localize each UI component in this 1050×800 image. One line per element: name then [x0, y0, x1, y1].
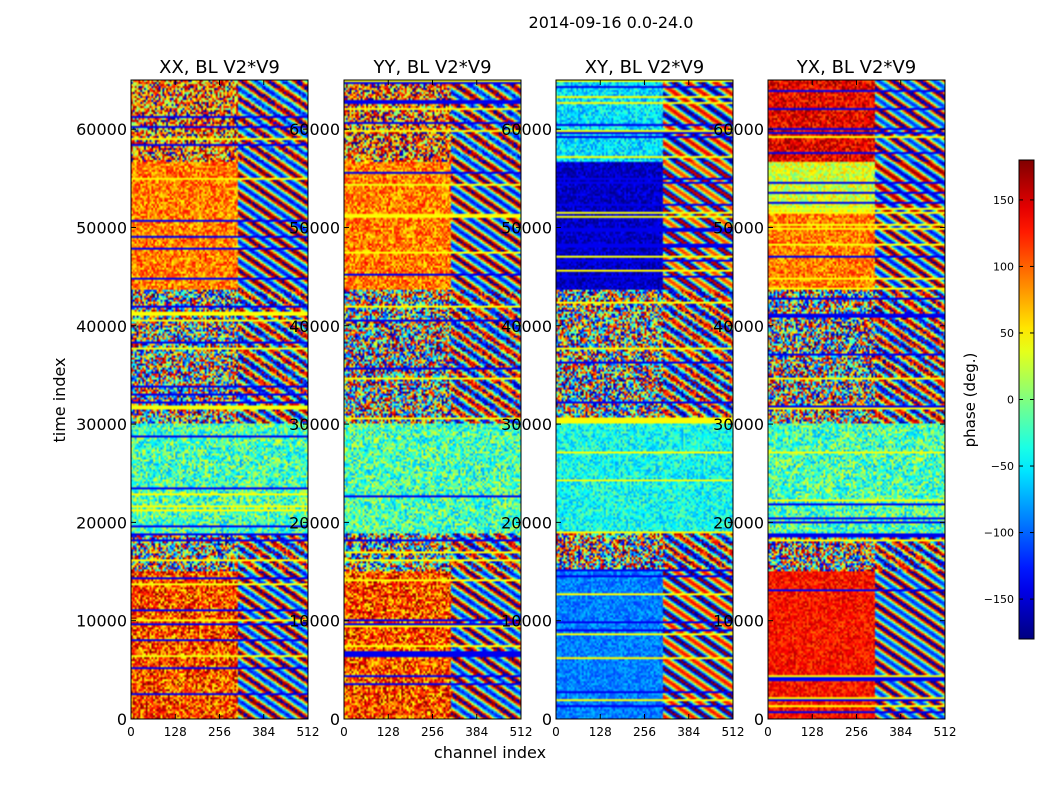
- y-tick-label: 60000: [76, 120, 127, 139]
- figure-suptitle: 2014-09-16 0.0-24.0: [529, 13, 694, 32]
- y-tick-label: 40000: [76, 317, 127, 336]
- y-tick-label: 40000: [501, 317, 552, 336]
- colorbar-tick-label: 150: [993, 194, 1014, 207]
- y-tick-label: 10000: [713, 612, 764, 631]
- y-tick-label: 0: [542, 710, 552, 729]
- x-tick-label: 256: [208, 725, 231, 739]
- colorbar-tick-label: 100: [993, 260, 1014, 273]
- y-tick-label: 50000: [713, 218, 764, 237]
- panel-4: YX, BL V2*V9 0 10000 20000 30000 40000 50000 60…: [713, 57, 956, 739]
- x-tick-label: 0: [127, 725, 135, 739]
- y-tick-label: 20000: [713, 513, 764, 532]
- panel-title: YY, BL V2*V9: [372, 57, 491, 78]
- y-tick-label: 30000: [501, 415, 552, 434]
- y-tick-label: 20000: [501, 513, 552, 532]
- panel-title: XX, BL V2*V9: [159, 57, 280, 78]
- y-tick-label: 0: [754, 710, 764, 729]
- panel-title: YX, BL V2*V9: [796, 57, 916, 78]
- x-tick-label: 128: [589, 725, 612, 739]
- x-tick-label: 512: [722, 725, 745, 739]
- y-tick-label: 50000: [289, 218, 340, 237]
- x-tick-label: 384: [465, 725, 488, 739]
- y-tick-label: 20000: [289, 513, 340, 532]
- x-tick-label: 128: [377, 725, 400, 739]
- y-tick-label: 30000: [76, 415, 127, 434]
- y-tick-label: 0: [117, 710, 127, 729]
- y-tick-label: 10000: [289, 612, 340, 631]
- y-tick-label: 60000: [501, 120, 552, 139]
- y-tick-label: 30000: [713, 415, 764, 434]
- x-tick-label: 512: [934, 725, 957, 739]
- x-tick-label: 512: [510, 725, 533, 739]
- x-tick-label: 256: [845, 725, 868, 739]
- x-axis-label: channel index: [434, 743, 546, 762]
- x-tick-label: 0: [764, 725, 772, 739]
- y-tick-label: 60000: [289, 120, 340, 139]
- colorbar-tick-label: 50: [1000, 327, 1014, 340]
- y-tick-label: 10000: [76, 612, 127, 631]
- y-tick-label: 50000: [501, 218, 552, 237]
- x-tick-label: 384: [889, 725, 912, 739]
- y-tick-label: 50000: [76, 218, 127, 237]
- y-tick-label: 10000: [501, 612, 552, 631]
- panel-2: YY, BL V2*V9 0 10000 20000 30000 40000 50000 60…: [289, 57, 532, 739]
- panel-1: XX, BL V2*V9 0 10000 20000 30000 40000 50000 60…: [76, 57, 319, 739]
- x-tick-label: 384: [252, 725, 275, 739]
- colorbar-tick-label: −100: [984, 527, 1014, 540]
- y-axis-label: time index: [50, 357, 69, 442]
- colorbar: 150 100 50 0 −50 −100 −150: [984, 159, 1035, 640]
- heatmap-image: [556, 80, 733, 719]
- heatmap-image: [131, 80, 308, 719]
- colorbar-tick-label: 0: [1007, 394, 1014, 407]
- colorbar-tick-label: −150: [984, 593, 1014, 606]
- x-tick-label: 256: [421, 725, 444, 739]
- x-tick-label: 256: [633, 725, 656, 739]
- panel-3: XY, BL V2*V9 0 10000 20000 30000 40000 50000 60…: [501, 57, 744, 739]
- heatmap-image: [768, 80, 945, 719]
- x-tick-label: 128: [164, 725, 187, 739]
- colorbar-label: phase (deg.): [961, 353, 979, 448]
- x-tick-label: 0: [552, 725, 560, 739]
- panel-title: XY, BL V2*V9: [585, 57, 704, 78]
- y-tick-label: 40000: [289, 317, 340, 336]
- y-tick-label: 20000: [76, 513, 127, 532]
- y-tick-label: 0: [330, 710, 340, 729]
- y-tick-label: 30000: [289, 415, 340, 434]
- x-tick-label: 512: [297, 725, 320, 739]
- x-tick-label: 0: [340, 725, 348, 739]
- colorbar-tick-label: −50: [991, 460, 1014, 473]
- heatmap-image: [344, 80, 521, 719]
- x-tick-label: 128: [801, 725, 824, 739]
- x-tick-label: 384: [677, 725, 700, 739]
- y-tick-label: 40000: [713, 317, 764, 336]
- y-tick-label: 60000: [713, 120, 764, 139]
